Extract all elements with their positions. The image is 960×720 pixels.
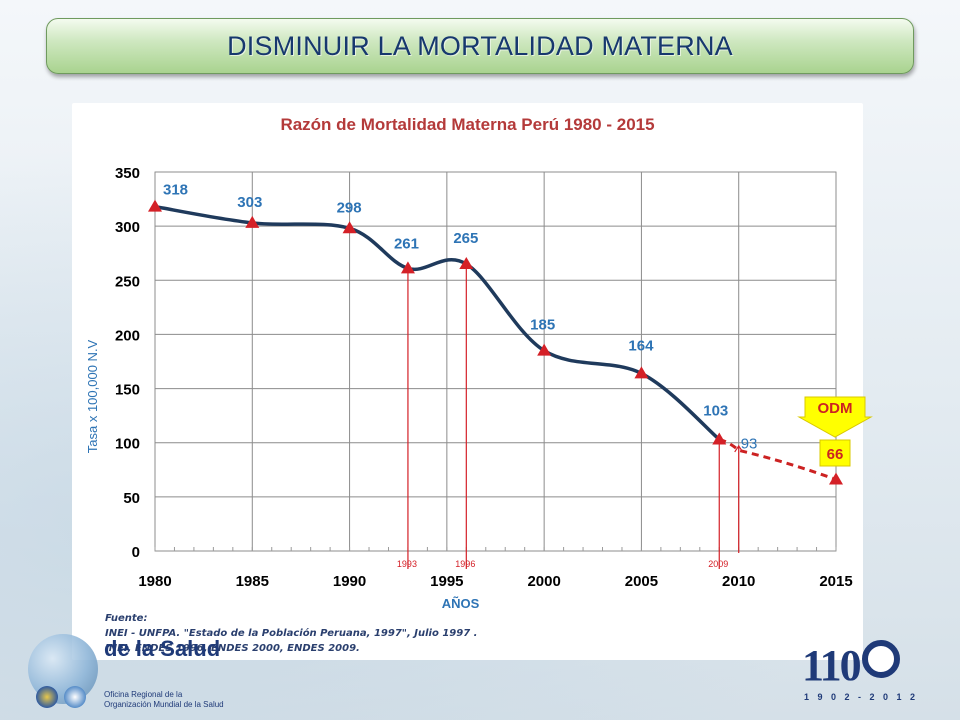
data-marker — [712, 432, 727, 445]
data-label: 185 — [530, 317, 555, 334]
ops-logo-name: de la Salud — [104, 636, 221, 661]
y-tick-label: 0 — [132, 544, 140, 561]
ops-logo: de la Salud Oficina Regional de la Organ… — [20, 628, 260, 718]
source-line-2: INEI, ENDES 1996, ENDES 2000, ENDES 2009… — [105, 643, 360, 654]
x-tick-label: 1990 — [333, 573, 366, 590]
y-axis-title: Tasa x 100,000 N.V — [85, 339, 100, 453]
year-marker-label: 1993 — [397, 559, 417, 569]
data-label: 164 — [628, 337, 654, 354]
globe-ring-icon — [862, 640, 900, 678]
source-label: Fuente: — [105, 613, 148, 624]
projection-marker — [829, 472, 843, 485]
data-marker — [459, 257, 474, 270]
data-label: 265 — [453, 230, 478, 247]
data-marker — [148, 199, 162, 212]
odm-label: ODM — [818, 400, 853, 417]
ops-logo-subtitle: Oficina Regional de la Organización Mund… — [104, 690, 224, 710]
who-emblem-icon — [64, 686, 86, 708]
data-marker — [537, 343, 552, 356]
y-tick-label: 100 — [115, 436, 140, 453]
source-line-1: INEI - UNFPA. "Estado de la Población Pe… — [105, 628, 478, 639]
data-label: 261 — [394, 235, 419, 252]
x-tick-label: 2015 — [819, 573, 852, 590]
odm-value: 66 — [827, 446, 844, 463]
data-marker — [400, 261, 415, 274]
projection-line — [718, 438, 837, 481]
ops-logo-subtitle-2: Organización Mundial de la Salud — [104, 700, 224, 709]
x-tick-label: 1985 — [236, 573, 269, 590]
y-tick-label: 350 — [115, 165, 140, 182]
data-label: 298 — [337, 199, 362, 216]
ops-logo-subtitle-1: Oficina Regional de la — [104, 690, 183, 699]
x-axis-title: AÑOS — [442, 596, 480, 611]
ops-emblem-icon — [36, 686, 58, 708]
anniversary-mark: 110 — [802, 641, 862, 690]
year-marker-label: 1996 — [455, 559, 475, 569]
x-tick-label: 2010 — [722, 573, 755, 590]
source-note: Fuente: INEI - UNFPA. "Estado de la Pobl… — [105, 611, 505, 656]
year-marker-label: 2009 — [708, 559, 728, 569]
data-label: 303 — [237, 194, 262, 211]
anniversary-years: 1 9 0 2 - 2 0 1 2 — [804, 692, 919, 702]
projection-label: 93 — [741, 435, 758, 452]
data-marker — [245, 215, 260, 228]
y-tick-label: 200 — [115, 327, 140, 344]
chart-title: Razón de Mortalidad Materna Perú 1980 - … — [280, 115, 655, 134]
anniversary-logo: 110 1 9 0 2 - 2 0 1 2 — [800, 640, 915, 710]
data-marker — [342, 221, 357, 234]
plot-area — [154, 171, 837, 552]
data-label: 103 — [703, 402, 728, 419]
data-label: 318 — [163, 182, 188, 199]
y-tick-label: 300 — [115, 219, 140, 236]
data-marker — [634, 366, 649, 379]
y-tick-label: 150 — [115, 382, 140, 399]
y-tick-label: 250 — [115, 273, 140, 290]
x-tick-label: 1980 — [138, 573, 171, 590]
x-tick-label: 1995 — [430, 573, 463, 590]
x-tick-label: 2005 — [625, 573, 658, 590]
x-tick-label: 2000 — [527, 573, 560, 590]
odm-value-box — [819, 439, 851, 467]
projection-pointer-arrow — [734, 444, 744, 453]
y-tick-label: 50 — [123, 490, 140, 507]
odm-callout — [797, 396, 873, 438]
slide-title: DISMINUIR LA MORTALIDAD MATERNA — [227, 30, 733, 61]
slide-title-bar: DISMINUIR LA MORTALIDAD MATERNA — [46, 18, 914, 74]
